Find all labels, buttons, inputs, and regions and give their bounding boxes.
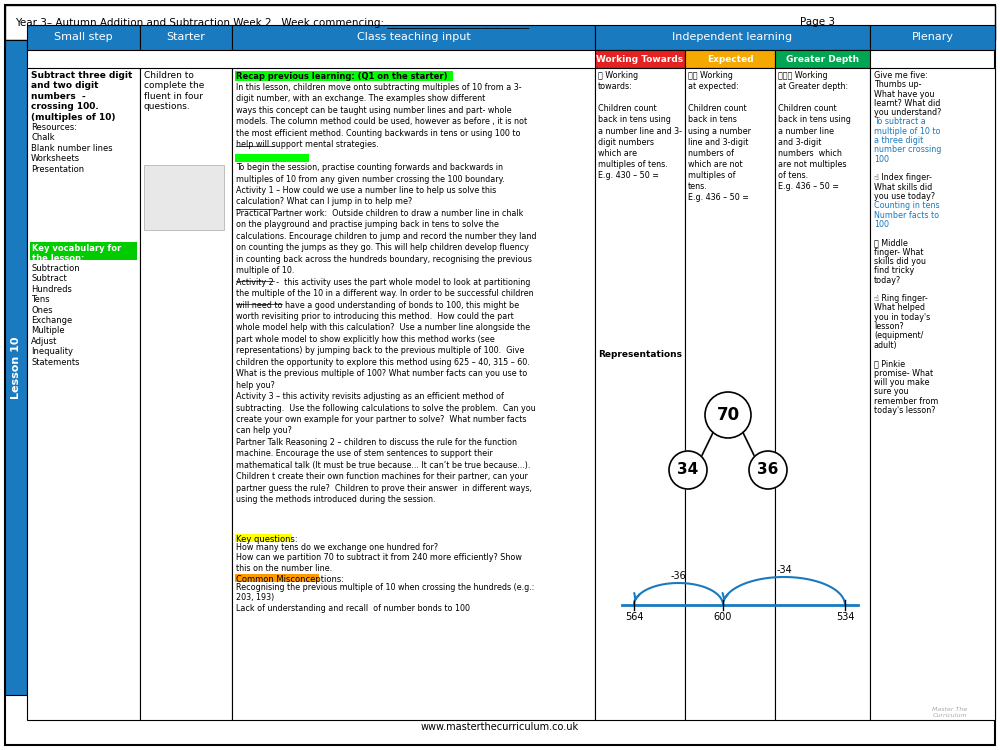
Text: 564: 564 — [625, 612, 643, 622]
Text: What helped: What helped — [874, 304, 925, 313]
Text: you use today?: you use today? — [874, 192, 935, 201]
Text: Class teaching input: Class teaching input — [357, 32, 470, 43]
FancyBboxPatch shape — [30, 242, 137, 260]
FancyBboxPatch shape — [27, 68, 140, 720]
Text: 34: 34 — [677, 463, 699, 478]
Text: Counting in tens: Counting in tens — [874, 201, 940, 210]
Text: find tricky: find tricky — [874, 266, 914, 275]
FancyBboxPatch shape — [140, 25, 232, 50]
Text: 100: 100 — [874, 154, 889, 164]
Text: What skills did: What skills did — [874, 182, 932, 191]
Text: -36: -36 — [671, 571, 686, 581]
Text: learnt? What did: learnt? What did — [874, 99, 940, 108]
Text: Common Misconceptions:: Common Misconceptions: — [236, 575, 344, 584]
Text: remember from: remember from — [874, 397, 938, 406]
Text: Key questions:: Key questions: — [236, 535, 298, 544]
Circle shape — [669, 451, 707, 489]
FancyBboxPatch shape — [232, 68, 595, 720]
Text: today?: today? — [874, 275, 901, 284]
Text: Greater Depth: Greater Depth — [786, 55, 859, 64]
Text: www.masterthecurriculum.co.uk: www.masterthecurriculum.co.uk — [421, 722, 579, 732]
Text: To subtract a: To subtract a — [874, 118, 926, 127]
Text: 💎 Pinkie: 💎 Pinkie — [874, 359, 905, 368]
Text: -34: -34 — [776, 565, 792, 575]
Text: you in today's: you in today's — [874, 313, 930, 322]
Text: today's lesson?: today's lesson? — [874, 406, 936, 415]
Text: 70: 70 — [716, 406, 740, 424]
FancyBboxPatch shape — [595, 25, 870, 50]
Text: Give me five:: Give me five: — [874, 71, 928, 80]
FancyBboxPatch shape — [144, 165, 224, 230]
Text: promise- What: promise- What — [874, 368, 933, 377]
Text: 600: 600 — [714, 612, 732, 622]
Text: What have you: What have you — [874, 89, 934, 98]
Text: Independent learning: Independent learning — [672, 32, 793, 43]
FancyBboxPatch shape — [5, 5, 995, 40]
Text: Plenary: Plenary — [912, 32, 954, 43]
FancyBboxPatch shape — [5, 40, 27, 695]
FancyBboxPatch shape — [235, 71, 453, 81]
Text: Resources:
Chalk
Blank number lines
Worksheets
Presentation: Resources: Chalk Blank number lines Work… — [31, 123, 113, 173]
FancyBboxPatch shape — [775, 50, 870, 68]
Text: ☝ Index finger-: ☝ Index finger- — [874, 173, 932, 182]
Text: adult): adult) — [874, 340, 898, 350]
FancyBboxPatch shape — [775, 68, 870, 720]
Text: ⭐ Working
towards:

Children count
back in tens using
a number line and 3-
digit: ⭐ Working towards: Children count back i… — [598, 71, 682, 180]
Text: number crossing: number crossing — [874, 146, 941, 154]
Text: Key vocabulary for
the lesson:: Key vocabulary for the lesson: — [32, 244, 121, 263]
Text: Children to
complete the
fluent in four
questions.: Children to complete the fluent in four … — [144, 71, 204, 111]
FancyBboxPatch shape — [5, 5, 995, 745]
FancyBboxPatch shape — [685, 50, 775, 68]
FancyBboxPatch shape — [232, 25, 595, 50]
Text: ☝ Ring finger-: ☝ Ring finger- — [874, 294, 928, 303]
FancyBboxPatch shape — [235, 574, 319, 582]
FancyBboxPatch shape — [235, 154, 309, 162]
Text: Small step: Small step — [54, 32, 113, 43]
Text: In this lesson, children move onto subtracting multiples of 10 from a 3-
digit n: In this lesson, children move onto subtr… — [236, 83, 536, 504]
Text: Lesson 10: Lesson 10 — [11, 337, 21, 399]
FancyBboxPatch shape — [595, 50, 685, 68]
Text: sure you: sure you — [874, 387, 909, 396]
Text: Year 3– Autumn Addition and Subtraction Week 2   Week commencing: ______________: Year 3– Autumn Addition and Subtraction … — [15, 17, 529, 28]
Text: Subtraction
Subtract
Hundreds
Tens
Ones
Exchange
Multiple
Adjust
Inequality
Stat: Subtraction Subtract Hundreds Tens Ones … — [31, 264, 80, 367]
Text: How many tens do we exchange one hundred for?
How can we partition 70 to subtrac: How many tens do we exchange one hundred… — [236, 543, 522, 573]
Text: Starter: Starter — [167, 32, 205, 43]
FancyBboxPatch shape — [685, 68, 775, 720]
FancyBboxPatch shape — [870, 68, 995, 720]
Text: Working Towards: Working Towards — [596, 55, 684, 64]
FancyBboxPatch shape — [140, 68, 232, 720]
Text: Number facts to: Number facts to — [874, 211, 939, 220]
Text: ⭐⭐ Working
at expected:

Children count
back in tens
using a number
line and 3-d: ⭐⭐ Working at expected: Children count b… — [688, 71, 751, 202]
Text: 534: 534 — [836, 612, 854, 622]
Text: skills did you: skills did you — [874, 257, 926, 266]
Text: you understand?: you understand? — [874, 108, 941, 117]
FancyBboxPatch shape — [27, 25, 140, 50]
FancyBboxPatch shape — [235, 534, 292, 542]
Text: will you make: will you make — [874, 378, 930, 387]
Text: Page 3: Page 3 — [800, 17, 835, 27]
FancyBboxPatch shape — [870, 25, 995, 50]
Text: Thumbs up-: Thumbs up- — [874, 80, 922, 89]
Circle shape — [705, 392, 751, 438]
Text: Recognising the previous multiple of 10 when crossing the hundreds (e.g.:
203, 1: Recognising the previous multiple of 10 … — [236, 583, 534, 613]
Text: ⭐⭐⭐ Working
at Greater depth:

Children count
back in tens using
a number line
a: ⭐⭐⭐ Working at Greater depth: Children c… — [778, 71, 851, 191]
Text: multiple of 10 to: multiple of 10 to — [874, 127, 940, 136]
Text: Recap previous learning: (Q1 on the starter): Recap previous learning: (Q1 on the star… — [236, 72, 448, 81]
Text: Subtract three digit
and two digit
numbers  -
crossing 100.
(multiples of 10): Subtract three digit and two digit numbe… — [31, 71, 132, 122]
FancyBboxPatch shape — [595, 68, 685, 720]
Text: finger- What: finger- What — [874, 248, 924, 256]
Text: a three digit: a three digit — [874, 136, 923, 145]
Text: Representations: Representations — [598, 350, 682, 359]
Text: 100: 100 — [874, 220, 889, 229]
Text: Expected: Expected — [707, 55, 753, 64]
Text: 🖕 Middle: 🖕 Middle — [874, 238, 908, 248]
Text: Master The
Curriculum: Master The Curriculum — [932, 707, 968, 718]
Text: lesson?: lesson? — [874, 322, 904, 331]
Text: 36: 36 — [757, 463, 779, 478]
Circle shape — [749, 451, 787, 489]
Text: (equipment/: (equipment/ — [874, 332, 923, 340]
